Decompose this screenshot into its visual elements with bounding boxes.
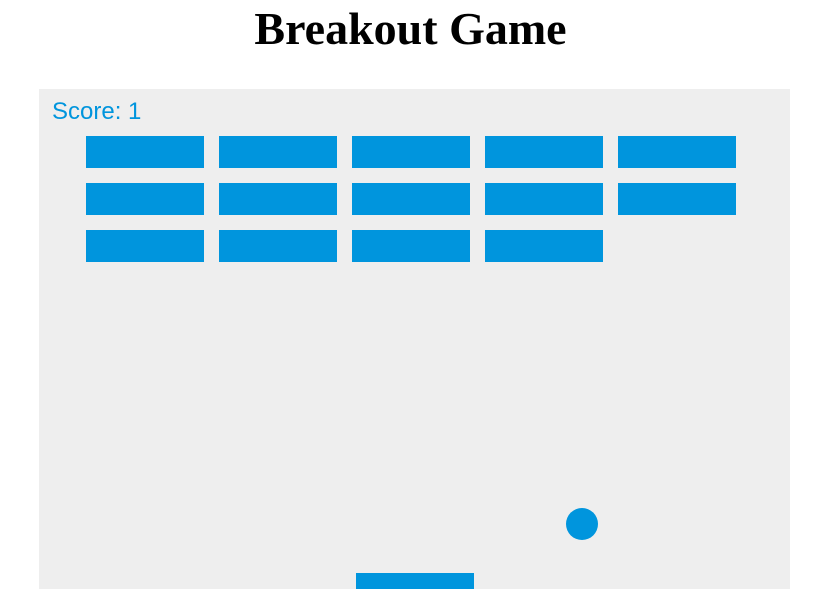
brick: [352, 230, 470, 262]
ball: [566, 508, 598, 540]
paddle[interactable]: [356, 573, 474, 589]
score-display: Score: 1: [52, 98, 142, 125]
brick: [219, 136, 337, 168]
brick: [618, 136, 736, 168]
page-title: Breakout Game: [254, 3, 567, 54]
brick: [219, 230, 337, 262]
brick: [352, 136, 470, 168]
game-canvas[interactable]: Score: 1: [39, 89, 790, 589]
brick: [485, 230, 603, 262]
brick: [618, 183, 736, 215]
brick: [352, 183, 470, 215]
brick: [86, 136, 204, 168]
brick: [485, 136, 603, 168]
brick: [219, 183, 337, 215]
brick: [86, 183, 204, 215]
brick: [86, 230, 204, 262]
brick: [485, 183, 603, 215]
